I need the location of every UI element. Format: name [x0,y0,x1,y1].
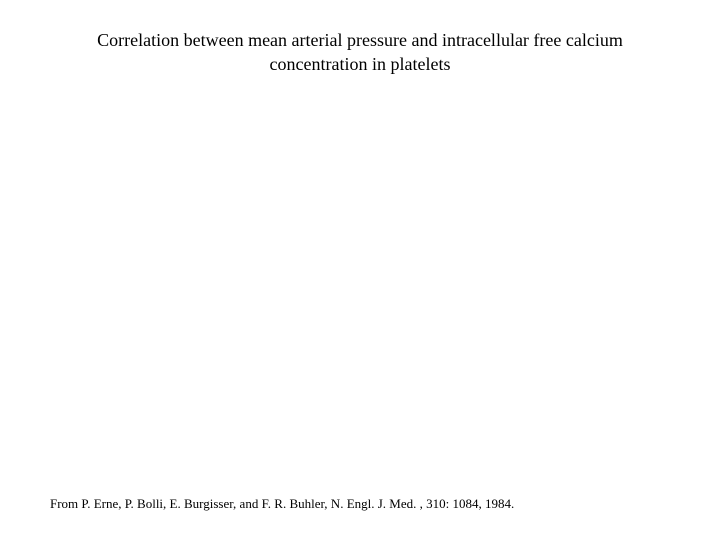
slide-title: Correlation between mean arterial pressu… [50,28,670,77]
citation-text: From P. Erne, P. Bolli, E. Burgisser, an… [50,496,670,512]
